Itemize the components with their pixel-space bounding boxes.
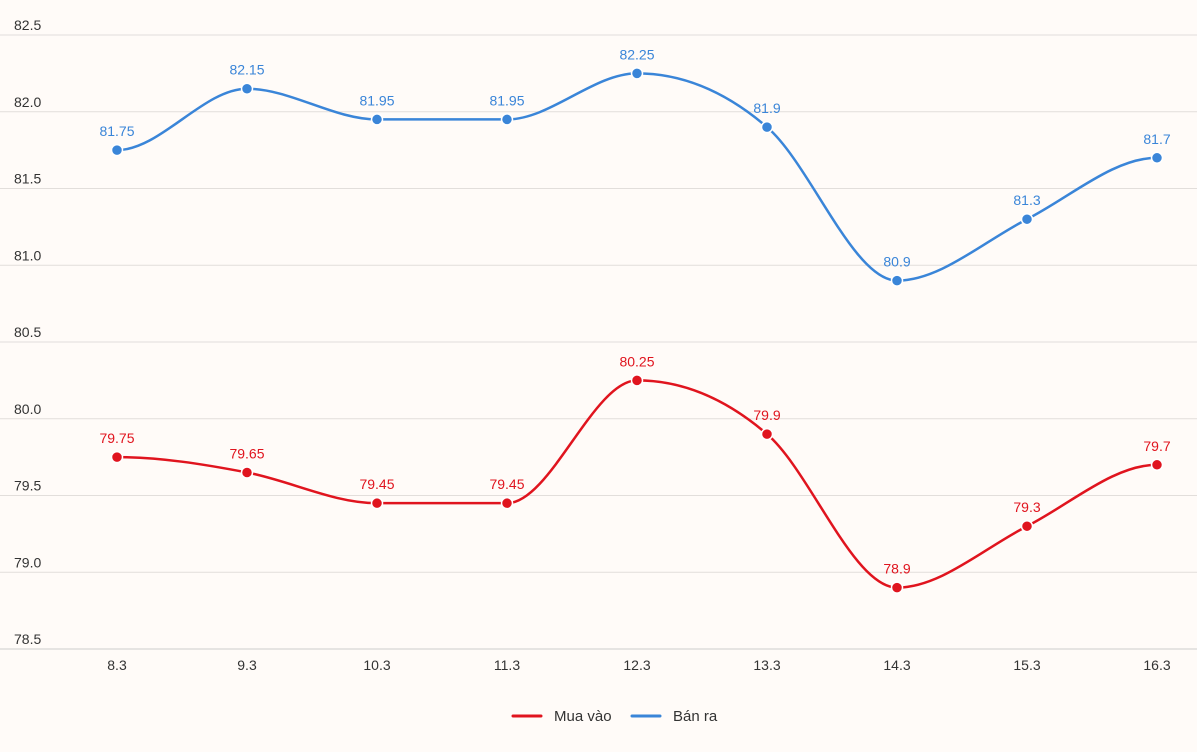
x-tick-label: 16.3 xyxy=(1143,657,1170,673)
data-point[interactable] xyxy=(890,274,904,287)
data-label: 81.7 xyxy=(1143,131,1170,147)
data-point[interactable] xyxy=(1150,151,1164,165)
series-group: 79.75 79.65 79.45 79.45 80.25 79.9 78.9 79.3 79.… xyxy=(99,46,1171,594)
x-tick-label: 12.3 xyxy=(623,657,650,673)
data-label: 81.95 xyxy=(489,92,524,108)
data-point[interactable] xyxy=(1150,458,1164,472)
data-point[interactable] xyxy=(370,496,384,510)
data-label: 78.9 xyxy=(883,561,910,577)
series-ban-ra: 81.75 82.15 81.95 81.95 82.25 81.9 80.9 81.3 81.… xyxy=(99,46,1171,287)
series-line xyxy=(116,379,1158,589)
y-axis: 78.5 79.0 79.5 80.0 80.5 81.0 81.5 82.0 82.5 xyxy=(14,17,41,647)
data-point[interactable] xyxy=(240,82,254,95)
legend[interactable]: Mua vào Bán ra xyxy=(511,708,718,725)
y-tick-label: 82.0 xyxy=(14,94,41,110)
data-label: 79.75 xyxy=(99,430,134,446)
data-label: 79.7 xyxy=(1143,438,1170,454)
x-axis: 8.3 9.3 10.3 11.3 12.3 13.3 14.3 15.3 16.3 xyxy=(107,657,1171,673)
data-label: 80.25 xyxy=(619,353,654,369)
data-label: 82.25 xyxy=(619,46,654,62)
legend-item-mua-vao[interactable]: Mua vào xyxy=(511,708,612,725)
grid-lines xyxy=(0,34,1197,650)
data-point[interactable] xyxy=(760,120,774,134)
data-point[interactable] xyxy=(110,143,124,157)
data-point[interactable] xyxy=(110,450,124,464)
data-label: 79.65 xyxy=(229,445,264,461)
x-tick-label: 9.3 xyxy=(237,657,257,673)
y-tick-label: 81.5 xyxy=(14,171,41,187)
data-label: 79.9 xyxy=(753,407,780,423)
y-tick-label: 79.0 xyxy=(14,554,41,570)
x-tick-label: 10.3 xyxy=(363,657,390,673)
legend-label: Mua vào xyxy=(554,708,612,725)
data-label: 81.75 xyxy=(99,123,134,139)
y-tick-label: 82.5 xyxy=(14,17,41,33)
y-tick-label: 79.5 xyxy=(14,478,41,494)
data-label: 80.9 xyxy=(883,254,910,270)
data-point[interactable] xyxy=(500,113,514,126)
series-mua-vao: 79.75 79.65 79.45 79.45 80.25 79.9 78.9 79.3 79.… xyxy=(99,353,1171,594)
data-point[interactable] xyxy=(370,113,384,126)
data-label: 79.3 xyxy=(1013,499,1040,515)
y-tick-label: 80.5 xyxy=(14,324,41,340)
x-tick-label: 14.3 xyxy=(883,657,910,673)
data-point[interactable] xyxy=(1020,212,1034,226)
data-label: 81.3 xyxy=(1013,192,1040,208)
data-point[interactable] xyxy=(630,67,644,80)
x-tick-label: 8.3 xyxy=(107,657,127,673)
data-point[interactable] xyxy=(1020,519,1034,533)
data-point[interactable] xyxy=(630,374,644,387)
x-tick-label: 15.3 xyxy=(1013,657,1040,673)
data-label: 81.95 xyxy=(359,92,394,108)
data-point[interactable] xyxy=(760,427,774,441)
y-tick-label: 81.0 xyxy=(14,247,41,263)
legend-label: Bán ra xyxy=(673,708,718,725)
data-point[interactable] xyxy=(240,466,254,479)
x-tick-label: 13.3 xyxy=(753,657,780,673)
data-label: 79.45 xyxy=(489,476,524,492)
data-point[interactable] xyxy=(890,581,904,594)
legend-item-ban-ra[interactable]: Bán ra xyxy=(630,708,718,725)
y-tick-label: 80.0 xyxy=(14,401,41,417)
series-line xyxy=(116,72,1158,282)
x-tick-label: 11.3 xyxy=(494,657,520,673)
data-label: 81.9 xyxy=(753,100,780,116)
data-label: 82.15 xyxy=(229,62,264,78)
y-tick-label: 78.5 xyxy=(14,631,41,647)
data-label: 79.45 xyxy=(359,476,394,492)
data-point[interactable] xyxy=(500,496,514,510)
